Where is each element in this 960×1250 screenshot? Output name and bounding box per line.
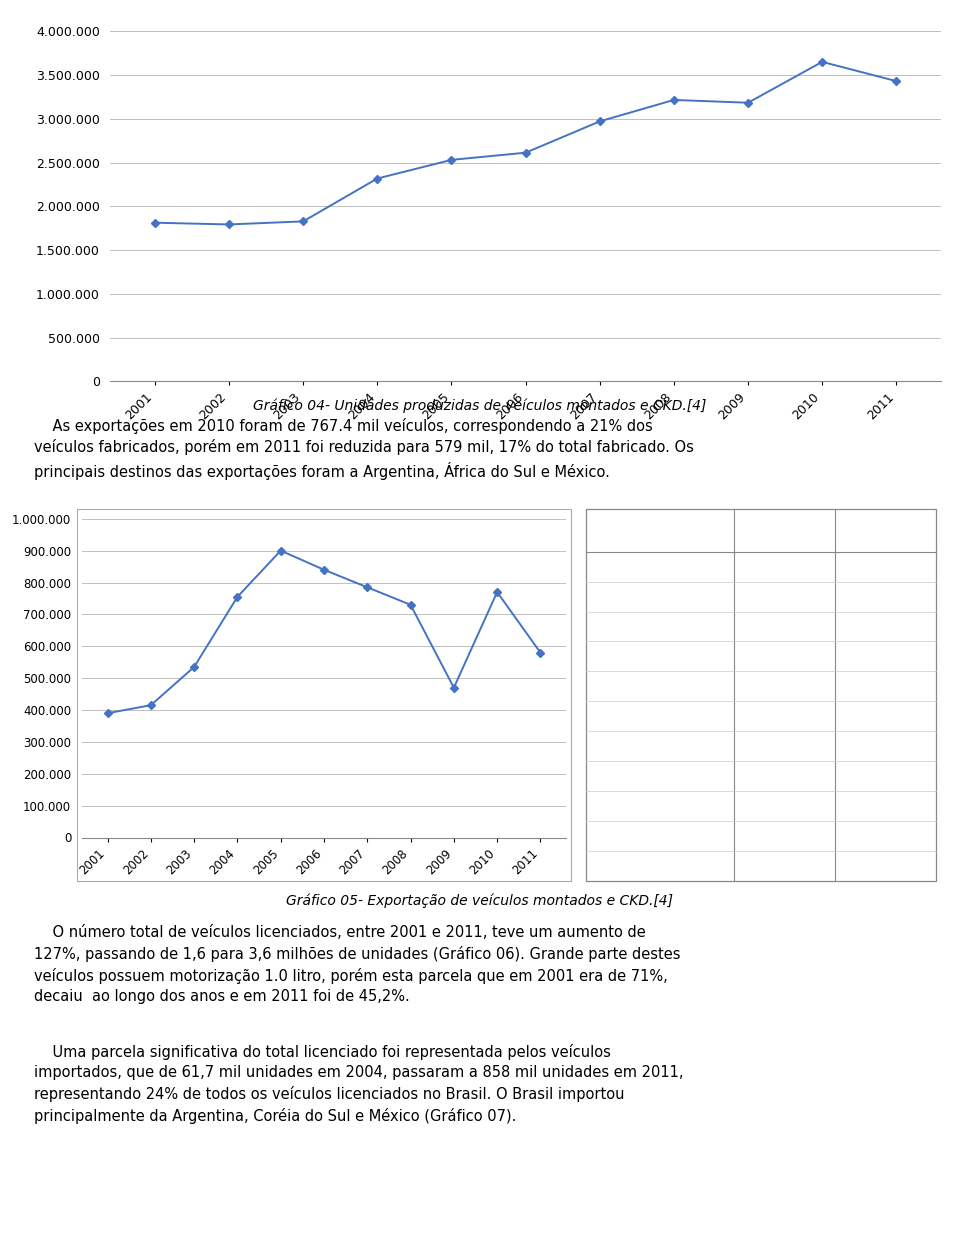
Text: O número total de veículos licenciados, entre 2001 e 2011, teve um aumento de
12: O número total de veículos licenciados, …: [34, 925, 680, 1004]
Text: México: México: [684, 620, 729, 632]
Text: África do Sul: África do Sul: [650, 590, 729, 602]
Text: 1,6%: 1,6%: [769, 740, 801, 752]
Text: 1,5%: 1,5%: [870, 800, 901, 812]
Text: 4,6%: 4,6%: [870, 830, 901, 842]
Text: Alemanha: Alemanha: [665, 740, 729, 752]
Text: US$ 7.049.814: US$ 7.049.814: [840, 532, 931, 542]
Text: 4,4%: 4,4%: [870, 650, 901, 662]
Text: Inglaterra: Inglaterra: [667, 710, 729, 722]
Text: Gráfico 04- Unidades produzidas de veículos montados e CKD.[4]: Gráfico 04- Unidades produzidas de veícu…: [253, 399, 707, 414]
Text: 1,6%: 1,6%: [870, 680, 901, 692]
Text: Argentina: Argentina: [667, 560, 729, 572]
Text: 55,6%: 55,6%: [765, 560, 804, 572]
Text: 1,6%: 1,6%: [769, 710, 801, 722]
Text: 2,0%: 2,0%: [769, 650, 801, 662]
Text: 21,7%: 21,7%: [765, 590, 804, 602]
Text: Chile: Chile: [697, 650, 729, 662]
Text: Canadá: Canadá: [681, 860, 729, 872]
Text: País: País: [646, 524, 674, 536]
Text: 1,2%: 1,2%: [870, 860, 901, 872]
Text: 2,0%: 2,0%: [769, 680, 801, 692]
Text: 1,7%: 1,7%: [870, 770, 901, 782]
Text: 57,0%: 57,0%: [866, 560, 905, 572]
Text: Uruguai: Uruguai: [680, 680, 729, 692]
Text: Gráfico 05- Exportação de veículos montados e CKD.[4]: Gráfico 05- Exportação de veículos monta…: [286, 894, 674, 909]
Text: 9,6%: 9,6%: [870, 620, 901, 632]
Text: Venezuela: Venezuela: [664, 830, 729, 842]
Text: 6,0%: 6,0%: [870, 740, 901, 752]
Text: 1,0%: 1,0%: [769, 800, 801, 812]
Text: 3,6%: 3,6%: [870, 590, 901, 602]
Text: Peru: Peru: [701, 770, 729, 782]
Text: 9,6%: 9,6%: [769, 620, 801, 632]
Text: 2009: 2009: [868, 516, 903, 529]
Text: 767.432 unid.: 767.432 unid.: [741, 532, 828, 542]
Text: 2010: 2010: [767, 516, 803, 529]
Text: Colômbia: Colômbia: [670, 800, 729, 812]
Text: Uma parcela significativa do total licenciado foi representada pelos veículos
im: Uma parcela significativa do total licen…: [34, 1044, 684, 1124]
Text: 1,1%: 1,1%: [769, 770, 801, 782]
Text: As exportações em 2010 foram de 767.4 mil veículos, correspondendo a 21% dos
veí: As exportações em 2010 foram de 767.4 mi…: [34, 418, 693, 480]
